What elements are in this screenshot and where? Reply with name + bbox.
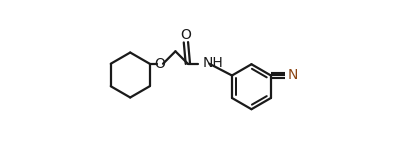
Text: N: N	[287, 69, 298, 82]
Text: O: O	[155, 57, 165, 71]
Text: NH: NH	[203, 56, 223, 70]
Text: O: O	[180, 28, 192, 42]
